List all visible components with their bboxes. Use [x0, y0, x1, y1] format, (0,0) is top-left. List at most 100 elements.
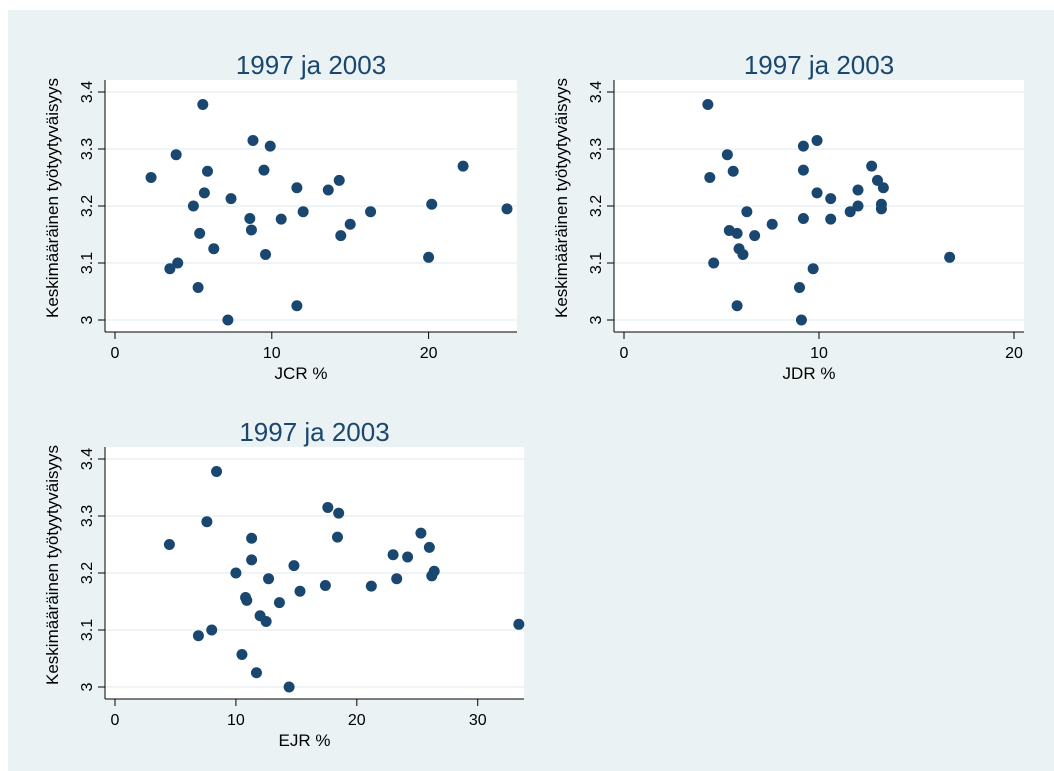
data-point: [391, 573, 403, 585]
data-point: [322, 501, 334, 513]
y-tick-label: 3.2: [588, 195, 605, 217]
y-axis-label: Keskimääräinen työtyytyväisyys: [552, 78, 571, 318]
data-point: [197, 99, 209, 111]
data-point: [319, 580, 331, 592]
data-point: [222, 314, 234, 326]
data-point: [198, 187, 210, 199]
y-tick-label: 3.3: [79, 505, 96, 527]
data-point: [258, 164, 270, 176]
data-point: [331, 531, 343, 543]
y-tick-label: 3.1: [79, 619, 96, 641]
x-tick-label: 20: [420, 345, 438, 362]
data-point: [264, 140, 276, 152]
y-tick-label: 3.3: [588, 138, 605, 160]
x-tick-label: 0: [620, 345, 629, 362]
data-point: [288, 560, 300, 572]
data-point: [145, 172, 157, 183]
x-tick-label: 30: [469, 712, 487, 729]
data-point: [852, 184, 864, 196]
x-tick-label: 0: [111, 712, 120, 729]
data-point: [194, 227, 206, 239]
data-point: [187, 200, 199, 212]
data-point: [727, 165, 739, 177]
data-point: [795, 314, 807, 326]
y-axis-label: Keskimääräinen työtyytyväisyys: [43, 78, 62, 318]
data-point: [741, 206, 753, 218]
data-point: [426, 198, 438, 210]
data-point: [202, 165, 214, 177]
data-point: [766, 218, 778, 230]
data-point: [291, 300, 303, 312]
data-point: [241, 594, 253, 606]
data-point: [825, 193, 837, 205]
y-tick-label: 3: [79, 682, 96, 691]
y-tick-label: 3.4: [79, 81, 96, 103]
scatter-figure: 3 3.1 3.2 3.3 3.4 0 10 20 1997 ja 2003 JCR % Keski…: [8, 10, 1054, 771]
data-point: [402, 551, 414, 563]
data-point: [844, 206, 856, 218]
data-point: [872, 174, 883, 186]
data-point: [201, 516, 213, 528]
data-point: [297, 206, 309, 218]
data-point: [208, 243, 220, 255]
data-point: [344, 218, 356, 230]
x-tick-label: 10: [263, 345, 281, 362]
data-point: [875, 198, 887, 210]
x-axis-label: JCR %: [275, 364, 328, 383]
y-tick-label: 3.1: [588, 252, 605, 274]
x-tick-label: 10: [227, 712, 245, 729]
data-point: [749, 230, 761, 242]
y-tick-label: 3.4: [79, 448, 96, 470]
data-point: [225, 193, 237, 205]
data-point: [247, 134, 259, 146]
data-point: [192, 282, 204, 294]
data-point: [811, 134, 823, 146]
data-point: [263, 573, 275, 585]
data-point: [236, 649, 248, 661]
data-point: [797, 164, 809, 176]
data-point: [260, 615, 272, 627]
data-point: [866, 160, 878, 172]
y-tick-label: 3.2: [79, 195, 96, 217]
y-tick-label: 3: [79, 315, 96, 324]
data-point: [944, 251, 956, 263]
data-point: [164, 263, 176, 275]
data-point: [428, 565, 440, 577]
data-point: [294, 585, 306, 597]
x-axis-label: JDR %: [783, 364, 836, 383]
data-point: [245, 224, 257, 236]
data-point: [206, 624, 218, 636]
data-point: [794, 282, 805, 294]
x-tick-label: 0: [111, 345, 120, 362]
y-tick-label: 3: [588, 315, 605, 324]
data-point: [335, 230, 347, 242]
data-point: [333, 507, 345, 519]
x-tick-label: 20: [348, 712, 366, 729]
data-point: [731, 300, 743, 312]
data-point: [365, 206, 377, 218]
y-tick-label: 3.3: [79, 138, 96, 160]
data-point: [250, 667, 262, 679]
scatter-panel-jcr: 3 3.1 3.2 3.3 3.4 0 10 20 1997 ja 2003 JCR % Keski…: [43, 50, 517, 383]
data-point: [501, 203, 513, 215]
data-point: [797, 213, 809, 225]
data-point: [797, 140, 809, 152]
data-point: [825, 213, 837, 225]
chart-title: 1997 ja 2003: [744, 50, 894, 80]
data-point: [811, 187, 823, 199]
data-point: [192, 630, 204, 642]
data-point: [852, 200, 864, 212]
data-point: [704, 172, 716, 183]
data-point: [211, 466, 223, 478]
y-axis-label: Keskimääräinen työtyytyväisyys: [43, 445, 62, 685]
data-point: [415, 527, 427, 539]
data-point: [365, 580, 377, 592]
x-axis-label: EJR %: [279, 731, 331, 750]
x-tick-label: 10: [810, 345, 828, 362]
data-point: [423, 541, 435, 553]
y-tick-label: 3.4: [588, 81, 605, 103]
data-point: [877, 182, 889, 194]
data-point: [721, 149, 733, 161]
data-point: [457, 160, 469, 172]
data-point: [172, 257, 184, 269]
